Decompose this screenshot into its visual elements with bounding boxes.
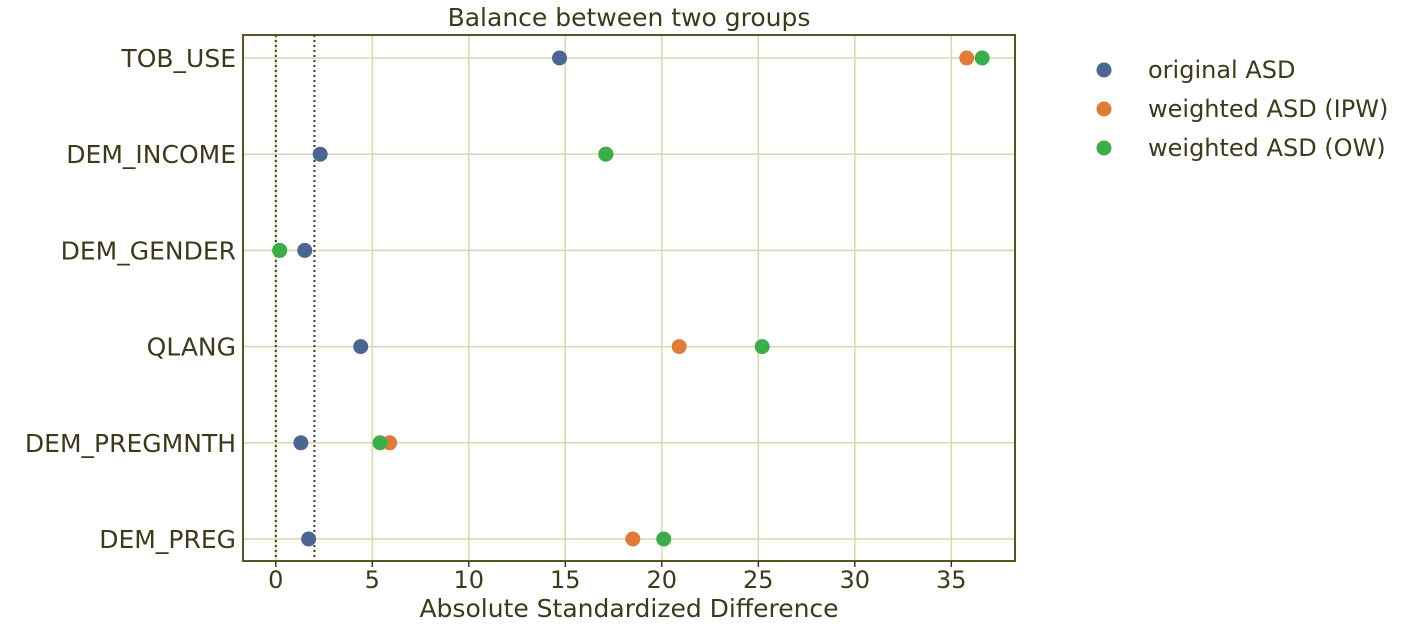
x-tick-label: 15 — [550, 566, 581, 594]
legend-label: weighted ASD (IPW) — [1148, 95, 1388, 123]
chart-title: Balance between two groups — [448, 3, 811, 32]
legend-label: original ASD — [1148, 56, 1295, 84]
legend-marker — [1096, 140, 1112, 156]
y-tick-label: TOB_USE — [120, 44, 236, 73]
data-point — [959, 50, 975, 66]
x-tick-label: 10 — [454, 566, 485, 594]
data-point — [754, 339, 770, 355]
data-point — [301, 531, 317, 547]
data-point — [297, 242, 313, 258]
reference-lines — [274, 35, 316, 561]
x-tick-label: 35 — [936, 566, 967, 594]
legend-label: weighted ASD (OW) — [1148, 134, 1386, 162]
data-point — [312, 146, 328, 162]
plot-frame — [242, 34, 1016, 562]
y-tick-label: DEM_PREG — [99, 525, 236, 554]
y-tick-labels: TOB_USE DEM_INCOME DEM_GENDER QLANG DEM_PREG… — [25, 44, 236, 554]
y-tick-label: DEM_INCOME — [66, 140, 236, 169]
grid-layer — [243, 35, 1015, 561]
data-point — [598, 146, 614, 162]
data-point — [552, 50, 568, 66]
y-tick-label: DEM_PREGMNTH — [25, 429, 236, 458]
data-point — [671, 339, 687, 355]
data-point — [272, 242, 288, 258]
x-axis-label: Absolute Standardized Difference — [419, 594, 838, 623]
x-tick-label: 5 — [365, 566, 380, 594]
y-tick-label: DEM_GENDER — [61, 236, 236, 265]
data-point — [372, 435, 388, 451]
x-tick-label: 0 — [268, 566, 283, 594]
x-tick-label: 25 — [743, 566, 774, 594]
data-point — [353, 339, 369, 355]
legend: original ASD weighted ASD (IPW) weighted A… — [1096, 56, 1388, 162]
x-tick-label: 20 — [647, 566, 678, 594]
data-points — [272, 50, 990, 547]
y-tick-label: QLANG — [147, 333, 236, 362]
data-point — [293, 435, 309, 451]
data-point — [656, 531, 672, 547]
x-tick-labels: 0 5 10 15 20 25 30 35 — [268, 561, 967, 594]
x-tick-label: 30 — [840, 566, 871, 594]
data-point — [625, 531, 641, 547]
legend-marker — [1096, 101, 1112, 117]
legend-marker — [1096, 62, 1112, 78]
data-point — [974, 50, 990, 66]
